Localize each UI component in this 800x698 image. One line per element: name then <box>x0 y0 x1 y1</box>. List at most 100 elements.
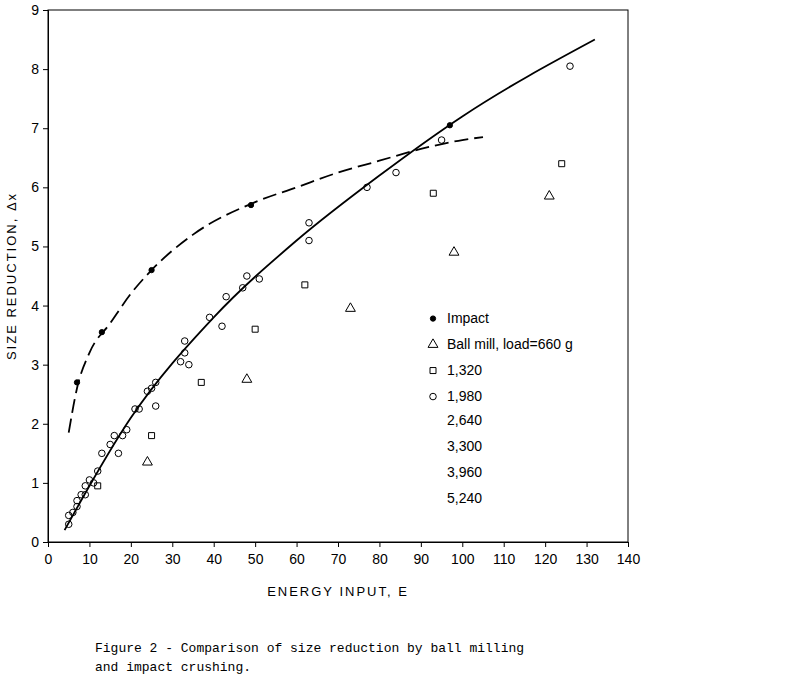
x-tick: 120 <box>534 542 558 567</box>
data-point <box>186 361 193 368</box>
x-axis-title: ENERGY INPUT, E <box>267 584 409 599</box>
data-point <box>177 358 184 365</box>
y-tick: 4 <box>31 298 48 314</box>
x-tick-label: 90 <box>414 551 430 567</box>
x-tick-label: 40 <box>206 551 222 567</box>
legend-note: 3,300 <box>447 438 482 454</box>
y-tick-label: 4 <box>31 298 39 314</box>
x-tick-mark <box>379 542 380 547</box>
x-tick-mark <box>131 542 132 547</box>
legend-label: 1,980 <box>447 388 482 404</box>
y-tick-mark <box>43 306 48 307</box>
legend-note: 5,240 <box>447 490 482 506</box>
y-tick-mark <box>43 10 48 11</box>
chart-svg: 0102030405060708090100110120130140012345… <box>0 0 800 698</box>
x-tick: 20 <box>124 542 140 567</box>
series-line <box>65 40 595 531</box>
x-tick: 50 <box>248 542 264 567</box>
x-tick-mark <box>587 542 588 547</box>
data-point <box>302 282 308 288</box>
x-tick-mark <box>545 542 546 547</box>
x-tick-mark <box>89 542 90 547</box>
data-point <box>223 293 230 300</box>
x-tick-label: 130 <box>575 551 599 567</box>
x-tick-mark <box>628 542 629 547</box>
x-tick: 130 <box>575 542 599 567</box>
x-tick-mark <box>504 542 505 547</box>
x-tick-mark <box>421 542 422 547</box>
series-line <box>69 137 483 433</box>
background <box>0 0 800 698</box>
data-point <box>430 190 436 196</box>
x-tick-label: 60 <box>289 551 305 567</box>
x-tick-mark <box>462 542 463 547</box>
chart-container: 0102030405060708090100110120130140012345… <box>0 0 800 698</box>
x-tick-mark <box>214 542 215 547</box>
data-point <box>306 220 313 227</box>
x-tick: 140 <box>617 542 641 567</box>
y-tick-mark <box>43 69 48 70</box>
data-point <box>544 191 554 200</box>
data-point <box>99 450 106 457</box>
data-point <box>198 379 204 385</box>
x-tick-label: 70 <box>331 551 347 567</box>
x-axis: 0102030405060708090100110120130140 <box>45 542 641 567</box>
x-tick: 0 <box>45 542 53 567</box>
data-point <box>393 169 400 176</box>
y-axis-title: SIZE REDUCTION, Δx <box>4 192 19 360</box>
x-tick-label: 0 <box>45 551 53 567</box>
x-axis-line <box>49 543 629 548</box>
y-tick-label: 3 <box>31 357 39 373</box>
y-tick: 6 <box>31 179 48 195</box>
y-tick-mark <box>43 246 48 247</box>
x-tick: 70 <box>331 542 347 567</box>
y-tick-label: 0 <box>31 534 39 550</box>
x-tick: 10 <box>82 542 98 567</box>
x-tick: 60 <box>289 542 305 567</box>
y-tick-label: 2 <box>31 416 39 432</box>
data-point <box>346 303 356 312</box>
x-tick-mark <box>338 542 339 547</box>
legend-label: Ball mill, load=660 g <box>447 336 573 352</box>
legend-marker <box>428 339 438 348</box>
x-tick-label: 50 <box>248 551 264 567</box>
x-tick-label: 20 <box>124 551 140 567</box>
y-tick-label: 7 <box>31 120 39 136</box>
x-tick: 90 <box>414 542 430 567</box>
data-point <box>449 247 459 256</box>
legend-label: Impact <box>447 310 489 326</box>
y-tick-label: 5 <box>31 238 39 254</box>
legend-note: 3,960 <box>447 464 482 480</box>
data-point <box>244 273 251 280</box>
y-tick: 5 <box>31 238 48 254</box>
caption: and impact crushing. <box>95 660 251 675</box>
y-tick-mark <box>43 483 48 484</box>
x-tick-label: 140 <box>617 551 641 567</box>
x-tick-label: 10 <box>82 551 98 567</box>
x-tick: 80 <box>372 542 388 567</box>
x-tick-label: 100 <box>451 551 475 567</box>
y-tick: 3 <box>31 357 48 373</box>
data-point <box>567 63 574 70</box>
plot-area <box>65 40 595 531</box>
data-point <box>252 326 258 332</box>
x-tick-mark <box>297 542 298 547</box>
legend-note: 2,640 <box>447 412 482 428</box>
data-point <box>256 276 263 283</box>
y-tick-label: 8 <box>31 61 39 77</box>
y-tick: 0 <box>31 534 48 550</box>
x-tick-label: 110 <box>493 551 516 567</box>
x-tick: 110 <box>493 542 516 567</box>
data-point <box>242 374 252 383</box>
y-tick-mark <box>43 542 48 543</box>
x-tick: 100 <box>451 542 475 567</box>
data-point <box>115 450 122 457</box>
y-axis: 0 1 2 3 4 5 6 7 8 9 <box>31 2 48 550</box>
data-point <box>143 457 153 466</box>
y-tick-mark <box>43 187 48 188</box>
legend-marker <box>430 393 437 400</box>
caption: Figure 2 - Comparison of size reduction … <box>95 641 524 656</box>
y-tick: 9 <box>31 2 48 18</box>
y-tick-label: 1 <box>31 475 39 491</box>
x-tick-label: 120 <box>534 551 558 567</box>
